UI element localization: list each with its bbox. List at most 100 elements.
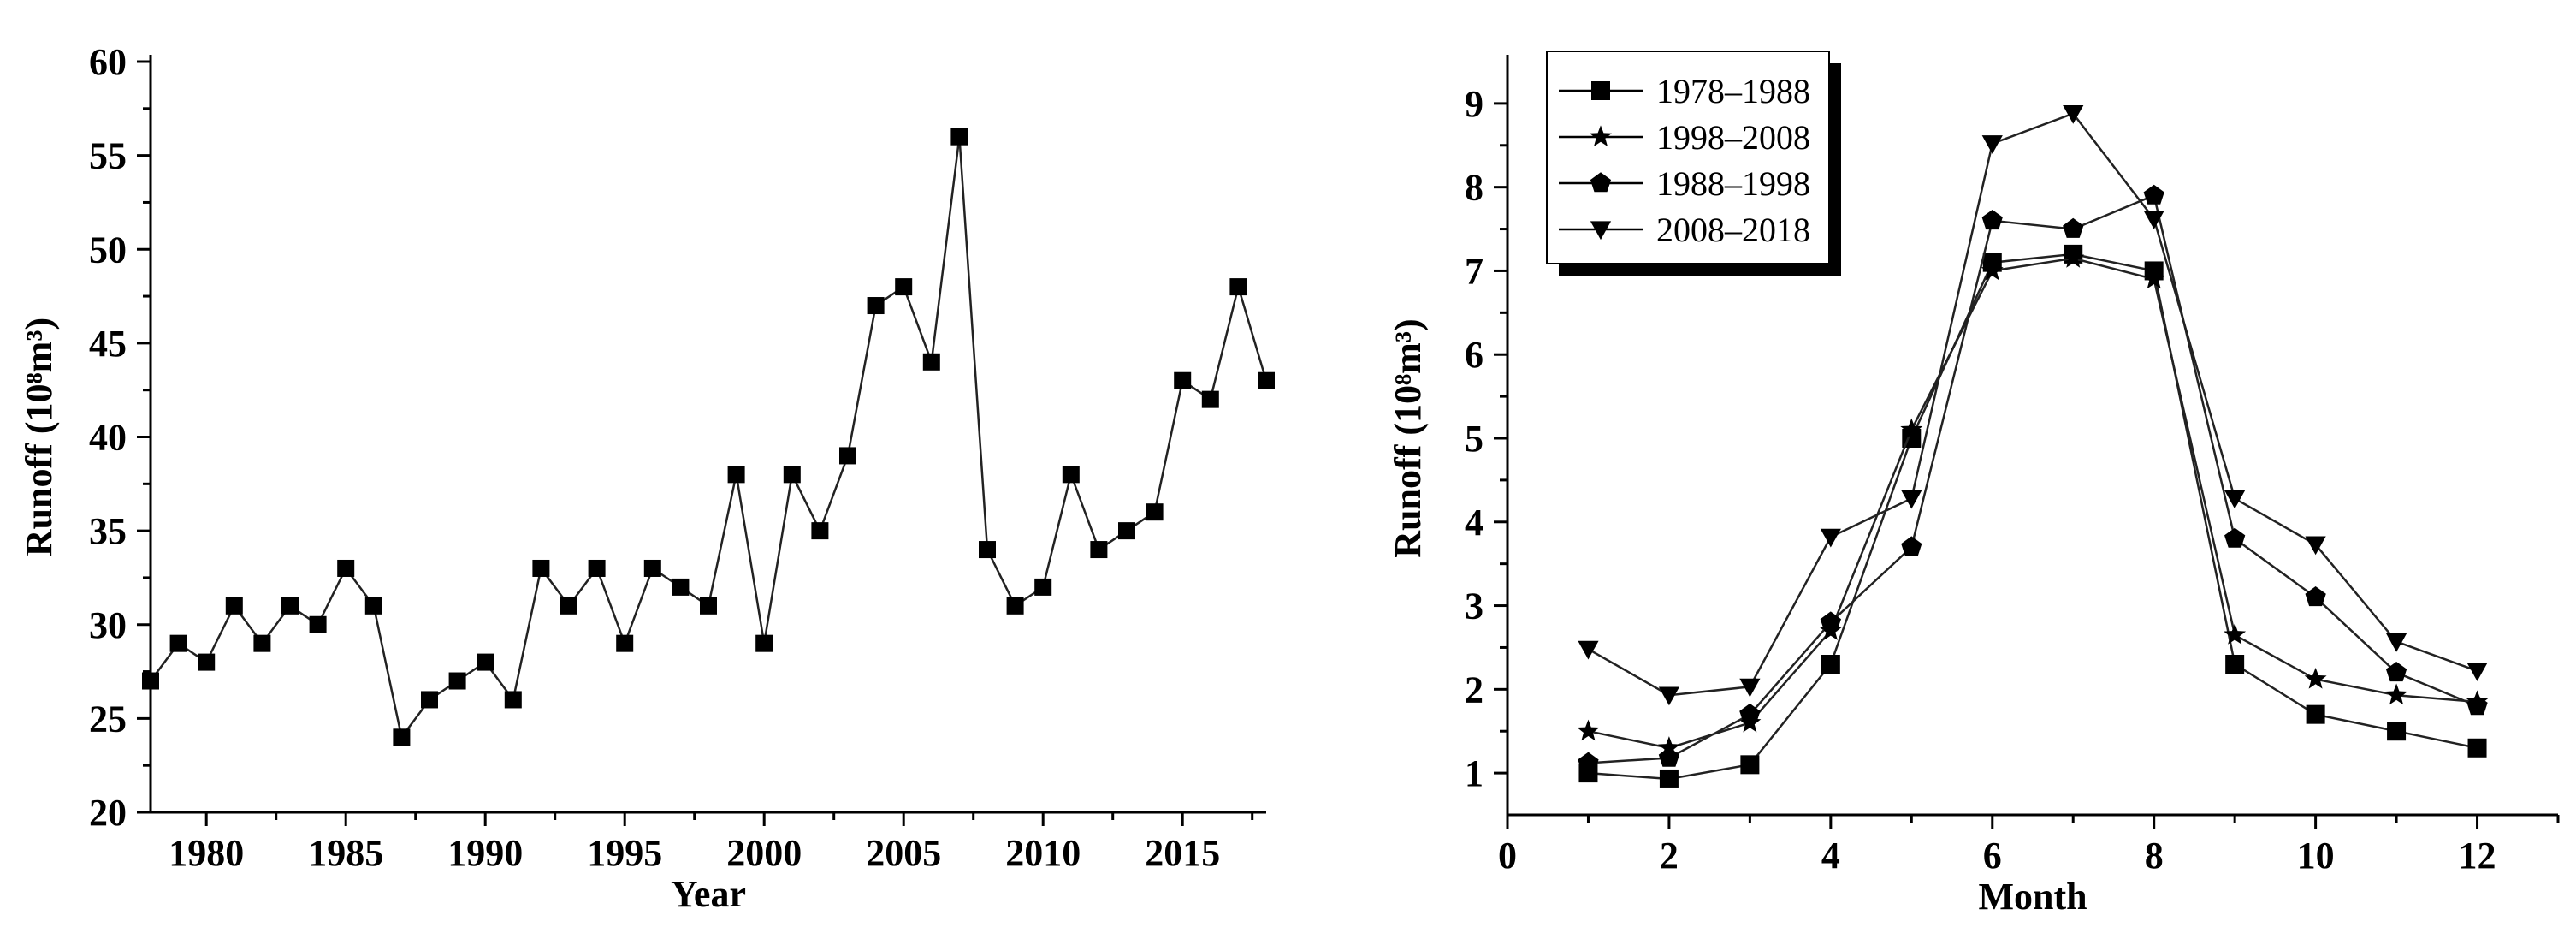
data-point (1901, 490, 1922, 509)
data-point (169, 634, 187, 652)
data-point (2306, 704, 2325, 724)
y-tick-label: 3 (1465, 585, 1483, 627)
series-line-0 (149, 136, 1268, 740)
data-point (2305, 536, 2326, 556)
data-point (2143, 211, 2164, 229)
legend-label: 1978–1988 (1656, 72, 1810, 110)
data-point (1658, 686, 1680, 706)
data-point (2225, 655, 2245, 674)
data-point (1659, 769, 1679, 788)
data-point (979, 541, 996, 559)
data-point (839, 447, 856, 465)
data-point (1577, 719, 1600, 741)
data-point (504, 691, 522, 709)
x-tick-label: 2015 (1145, 832, 1220, 874)
x-axis-title: Month (1978, 876, 2087, 918)
data-point (2063, 217, 2084, 238)
x-tick-label: 12 (2459, 835, 2496, 877)
x-tick-label: 2 (1660, 835, 1679, 877)
data-point (2304, 668, 2327, 689)
data-point (1118, 522, 1135, 540)
data-point (2224, 527, 2246, 548)
data-point (616, 634, 634, 652)
data-point (309, 615, 327, 633)
data-point (1981, 210, 2003, 230)
data-point (588, 559, 606, 577)
data-point (2224, 490, 2246, 509)
y-tick-label: 4 (1465, 502, 1483, 544)
data-point (1146, 503, 1164, 521)
y-tick-label: 2 (1465, 669, 1483, 710)
data-point (2387, 722, 2407, 741)
y-tick-label: 45 (89, 323, 127, 365)
data-point (2466, 695, 2488, 716)
data-point (1034, 578, 1052, 596)
x-tick-label: 2000 (726, 832, 802, 874)
legend-marker (1590, 221, 1612, 241)
y-axis-title: Runoff (10⁸m³) (18, 318, 60, 556)
data-point (895, 278, 913, 296)
data-point (672, 578, 690, 596)
x-axis-title: Year (671, 873, 746, 915)
data-point (950, 128, 968, 146)
data-point (1578, 752, 1599, 772)
legend-label: 1998–2008 (1656, 118, 1810, 157)
data-point (364, 597, 382, 615)
y-tick-label: 1 (1465, 752, 1483, 794)
data-point (1658, 736, 1680, 758)
data-point (337, 559, 355, 577)
legend-label: 2008–2018 (1656, 211, 1810, 249)
data-point (532, 559, 550, 577)
x-tick-label: 10 (2297, 835, 2335, 877)
y-tick-label: 40 (89, 417, 127, 459)
data-point (2385, 662, 2407, 682)
data-point (1981, 135, 2003, 154)
data-point (922, 353, 940, 371)
data-point (225, 597, 243, 615)
y-tick-label: 9 (1465, 83, 1483, 125)
data-point (281, 597, 299, 615)
data-point (2466, 663, 2488, 681)
data-point (1229, 278, 1247, 296)
data-point (1981, 259, 2004, 281)
series-line-1 (1588, 257, 2478, 750)
data-point (1820, 611, 1841, 632)
y-tick-label: 8 (1465, 167, 1483, 209)
data-point (1901, 536, 1922, 556)
legend-marker (1590, 172, 1612, 193)
data-point (867, 297, 885, 315)
series-line-0 (1588, 253, 2478, 781)
data-point (811, 522, 829, 540)
x-tick-label: 6 (1983, 835, 2002, 877)
x-tick-label: 2010 (1005, 832, 1081, 874)
data-point (755, 634, 773, 652)
y-tick-label: 6 (1465, 334, 1483, 376)
y-tick-label: 50 (89, 229, 127, 270)
data-point (2385, 633, 2407, 652)
x-tick-label: 1995 (587, 832, 662, 874)
data-point (1201, 390, 1219, 408)
data-point (1820, 528, 1841, 548)
data-point (253, 634, 271, 652)
data-point (560, 597, 577, 615)
y-tick-label: 5 (1465, 418, 1483, 460)
data-point (198, 653, 216, 671)
data-point (727, 466, 745, 484)
data-point (2062, 247, 2085, 268)
data-point (421, 691, 438, 709)
data-point (1900, 418, 1923, 440)
data-point (1090, 541, 1108, 559)
data-point (2467, 738, 2487, 758)
data-point (643, 559, 661, 577)
data-point (1062, 466, 1080, 484)
legend-marker (1591, 81, 1610, 100)
data-point (2142, 267, 2165, 289)
data-point (1821, 655, 1840, 674)
data-point (2305, 586, 2326, 607)
y-tick-label: 60 (89, 41, 127, 83)
data-point (142, 672, 159, 690)
data-point (2385, 683, 2407, 705)
y-tick-label: 30 (89, 604, 127, 646)
y-tick-label: 35 (89, 510, 127, 552)
